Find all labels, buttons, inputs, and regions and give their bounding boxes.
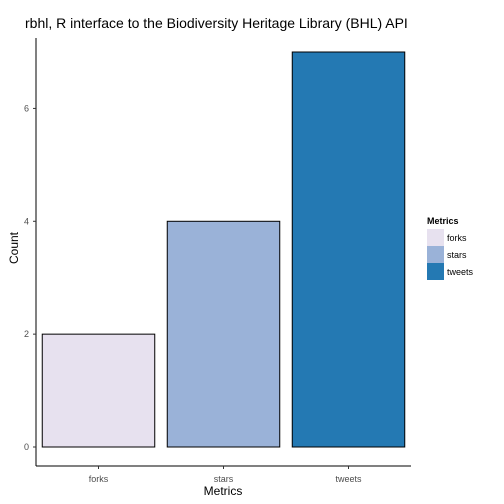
y-tick-label: 6 [24,103,29,113]
legend-swatch-tweets [427,263,444,280]
legend-title: Metrics [427,216,459,226]
y-axis-title: Count [7,231,21,264]
legend-label-tweets: tweets [447,267,474,277]
x-tick-label: stars [214,474,234,484]
chart-title: rbhl, R interface to the Biodiversity He… [25,15,408,31]
x-tick-label: forks [89,474,109,484]
legend-label-stars: stars [447,250,467,260]
y-tick-label: 2 [24,329,29,339]
legend: Metrics forks stars tweets [427,216,474,280]
legend-swatch-forks [427,229,444,246]
plot-area [41,51,406,448]
bar-tweets [291,51,406,448]
y-tick-label: 4 [24,216,29,226]
legend-swatch-stars [427,246,444,263]
x-axis-ticks: forks stars tweets [89,466,362,484]
y-axis-ticks: 0 2 4 6 [24,103,36,452]
x-tick-label: tweets [335,474,362,484]
bar-stars [166,220,281,448]
bar-forks [41,333,156,448]
x-axis-title: Metrics [204,484,243,498]
y-tick-label: 0 [24,442,29,452]
legend-label-forks: forks [447,233,467,243]
